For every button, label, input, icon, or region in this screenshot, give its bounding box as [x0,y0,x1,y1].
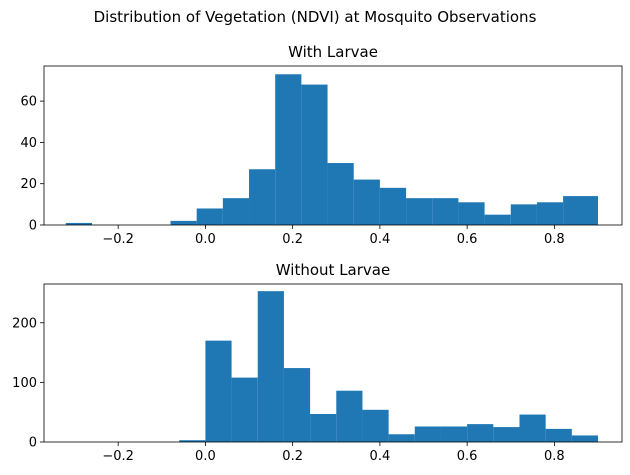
histogram-bar [432,198,459,225]
x-tick-label: 0.8 [544,449,565,464]
x-tick-label: 0.2 [282,449,303,464]
histogram-bar [205,340,232,442]
y-tick-label: 20 [20,177,37,192]
histogram-bar [353,179,380,225]
histogram-bar [310,413,337,442]
x-tick-label: −0.2 [102,449,134,464]
y-tick-label: 200 [12,316,37,331]
x-tick-label: 0.6 [457,449,478,464]
axes-frame [43,283,623,443]
histogram-bar [170,220,197,225]
histogram-bar [179,440,206,442]
histogram-bar [283,368,311,442]
panel-without-larvae: Without Larvae −0.2 0.0 0.2 0.4 0.6 0.8 0 100 200 [12,261,623,464]
histogram-bar [484,214,511,225]
histogram-bar [467,424,494,442]
histogram-bar [493,427,520,442]
histogram-bar [336,390,363,442]
y-tick-label: 40 [20,136,37,151]
panel-title: Without Larvae [276,261,390,279]
histogram-bar [563,196,599,225]
histogram-bar [458,202,485,225]
panel-title: With Larvae [288,43,378,61]
axes-frame [43,65,623,226]
x-tick-label: 0.0 [195,232,216,247]
histogram-bar [231,377,258,442]
histogram-bar [388,434,415,442]
histogram-bar [519,414,546,442]
histogram-bar [275,74,302,226]
y-tick-label: 0 [29,219,37,234]
histogram-bar [414,426,441,442]
x-tick-label: 0.0 [195,449,216,464]
figure-suptitle: Distribution of Vegetation (NDVI) at Mos… [94,8,537,26]
histogram-bar [536,202,564,225]
histogram-bar [196,208,223,225]
histogram-bar [222,198,250,225]
histogram-bar [327,163,354,225]
y-tick-label: 0 [29,436,37,451]
y-tick-label: 60 [20,95,37,110]
histogram-bar [301,84,328,226]
histogram-bar [545,428,572,442]
histogram-bar [571,435,599,442]
panel-with-larvae: With Larvae −0.2 0.0 0.2 0.4 0.6 0.8 0 20 40 60 [20,43,623,247]
x-tick-label: 0.4 [370,449,391,464]
y-tick-label: 100 [12,376,37,391]
histogram-bar [249,169,276,225]
histogram-bar [440,426,468,442]
histogram-bar [65,222,92,225]
histogram-bar [406,198,433,225]
x-tick-label: 0.6 [457,232,478,247]
x-tick-label: 0.8 [544,232,565,247]
x-tick-label: 0.2 [282,232,303,247]
histogram-bar [362,409,389,442]
histogram-bar [379,187,407,225]
x-tick-label: −0.2 [102,232,134,247]
x-tick-label: 0.4 [370,232,391,247]
histogram-bar [257,291,284,442]
histogram-bar [510,204,537,225]
